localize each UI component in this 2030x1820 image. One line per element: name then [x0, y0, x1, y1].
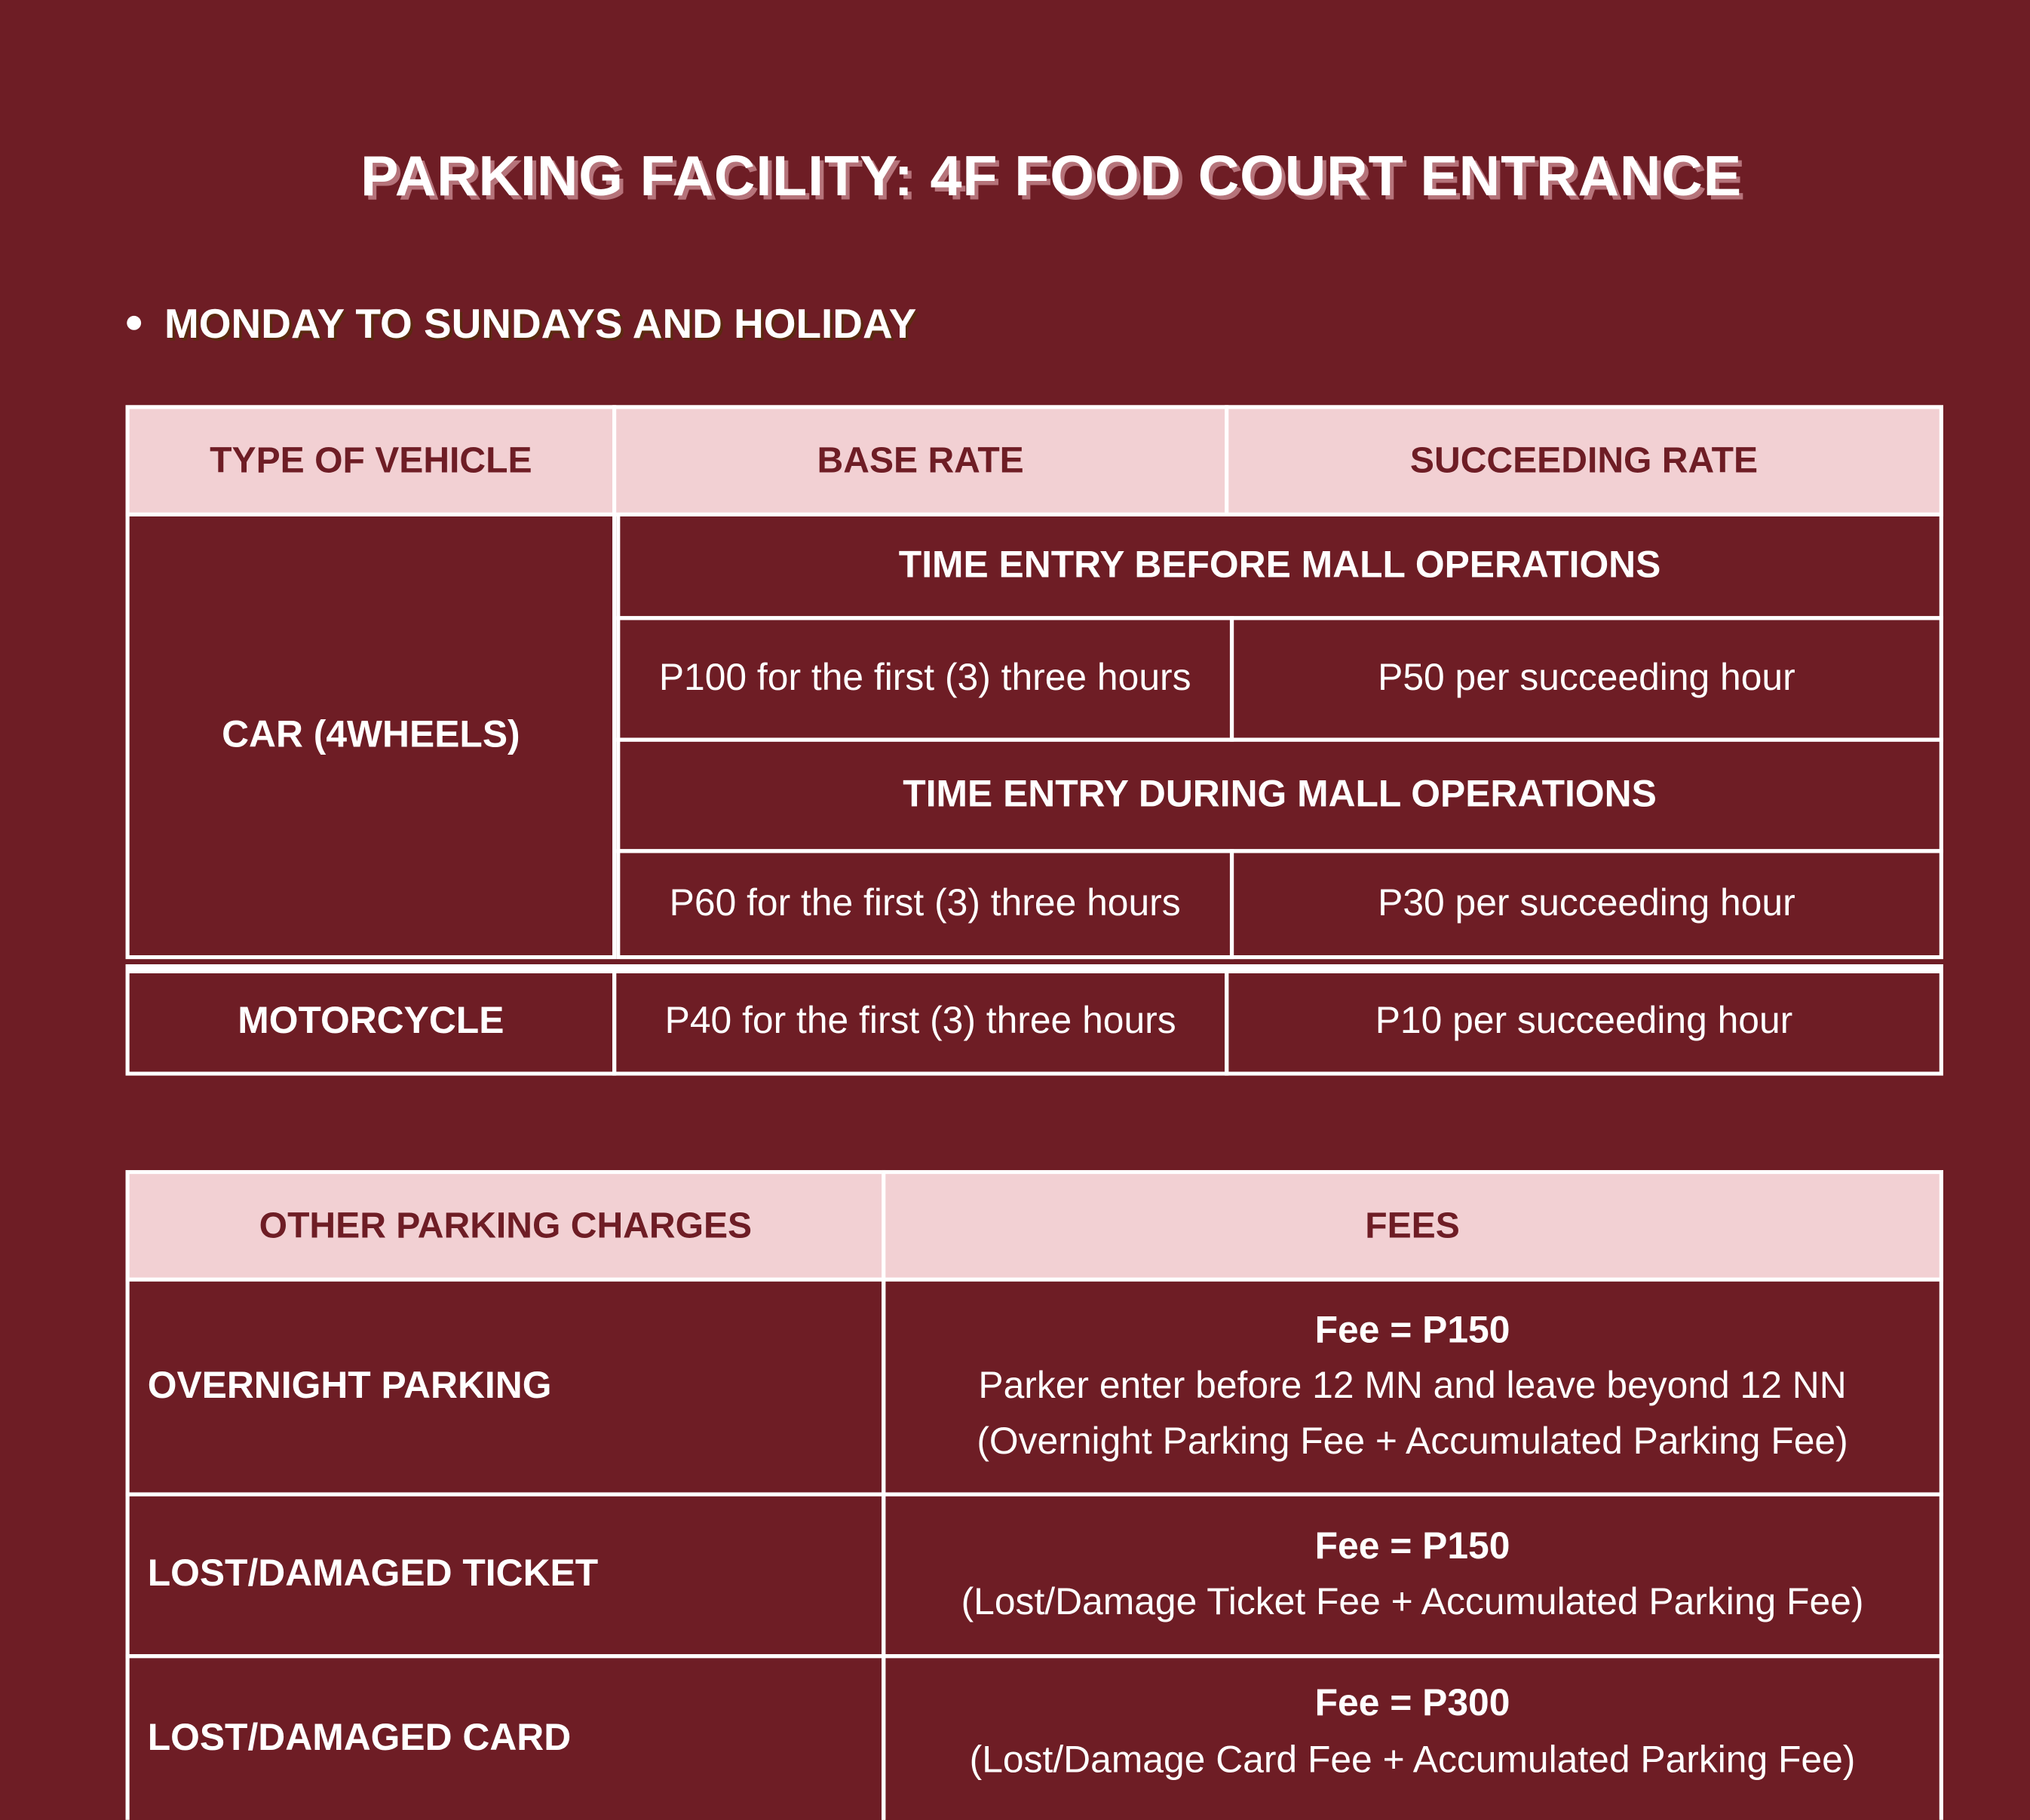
fee-lost-card: Fee = P300 (Lost/Damage Card Fee + Accum…: [882, 1654, 1943, 1820]
car-during-base-rate: P60 for the first (3) three hours: [616, 849, 1234, 960]
fee-note: Parker enter before 12 MN and leave beyo…: [978, 1365, 1847, 1408]
header-type-of-vehicle: TYPE OF VEHICLE: [125, 405, 617, 517]
header-fees: FEES: [882, 1169, 1943, 1282]
charge-lost-card: LOST/DAMAGED CARD: [125, 1654, 886, 1820]
car-before-succeeding-rate: P50 per succeeding hour: [1229, 616, 1943, 742]
motorcycle-type-cell: MOTORCYCLE: [125, 964, 617, 1076]
fee-amount: Fee = P150: [1314, 1525, 1510, 1567]
fee-note: (Overnight Parking Fee + Accumulated Par…: [977, 1420, 1848, 1463]
charge-lost-ticket: LOST/DAMAGED TICKET: [125, 1492, 886, 1659]
fee-note: (Lost/Damage Ticket Fee + Accumulated Pa…: [961, 1581, 1864, 1623]
car-before-base-rate: P100 for the first (3) three hours: [616, 616, 1234, 742]
before-operations-label: TIME ENTRY BEFORE MALL OPERATIONS: [616, 512, 1943, 620]
car-during-succeeding-rate: P30 per succeeding hour: [1229, 849, 1943, 960]
fee-amount: Fee = P300: [1314, 1682, 1510, 1724]
fee-overnight-parking: Fee = P150 Parker enter before 12 MN and…: [882, 1277, 1943, 1497]
header-base-rate: BASE RATE: [612, 405, 1229, 517]
bullet-icon: [127, 315, 142, 330]
header-succeeding-rate: SUCCEEDING RATE: [1225, 405, 1943, 517]
motorcycle-succeeding-rate: P10 per succeeding hour: [1225, 964, 1943, 1076]
page-title: PARKING FACILITY: 4F FOOD COURT ENTRANCE: [360, 145, 1742, 209]
motorcycle-base-rate: P40 for the first (3) three hours: [612, 964, 1229, 1076]
charge-overnight-parking: OVERNIGHT PARKING: [125, 1277, 886, 1497]
fee-amount: Fee = P150: [1314, 1310, 1510, 1352]
fee-note: (Lost/Damage Card Fee + Accumulated Park…: [969, 1739, 1856, 1781]
schedule-text: MONDAY TO SUNDAYS AND HOLIDAY: [164, 300, 917, 348]
schedule-heading: MONDAY TO SUNDAYS AND HOLIDAY: [127, 300, 916, 348]
car-type-cell: CAR (4WHEELS): [125, 512, 617, 960]
fee-lost-ticket: Fee = P150 (Lost/Damage Ticket Fee + Acc…: [882, 1492, 1943, 1659]
during-operations-label: TIME ENTRY DURING MALL OPERATIONS: [616, 737, 1943, 853]
header-other-charges: OTHER PARKING CHARGES: [125, 1169, 886, 1282]
